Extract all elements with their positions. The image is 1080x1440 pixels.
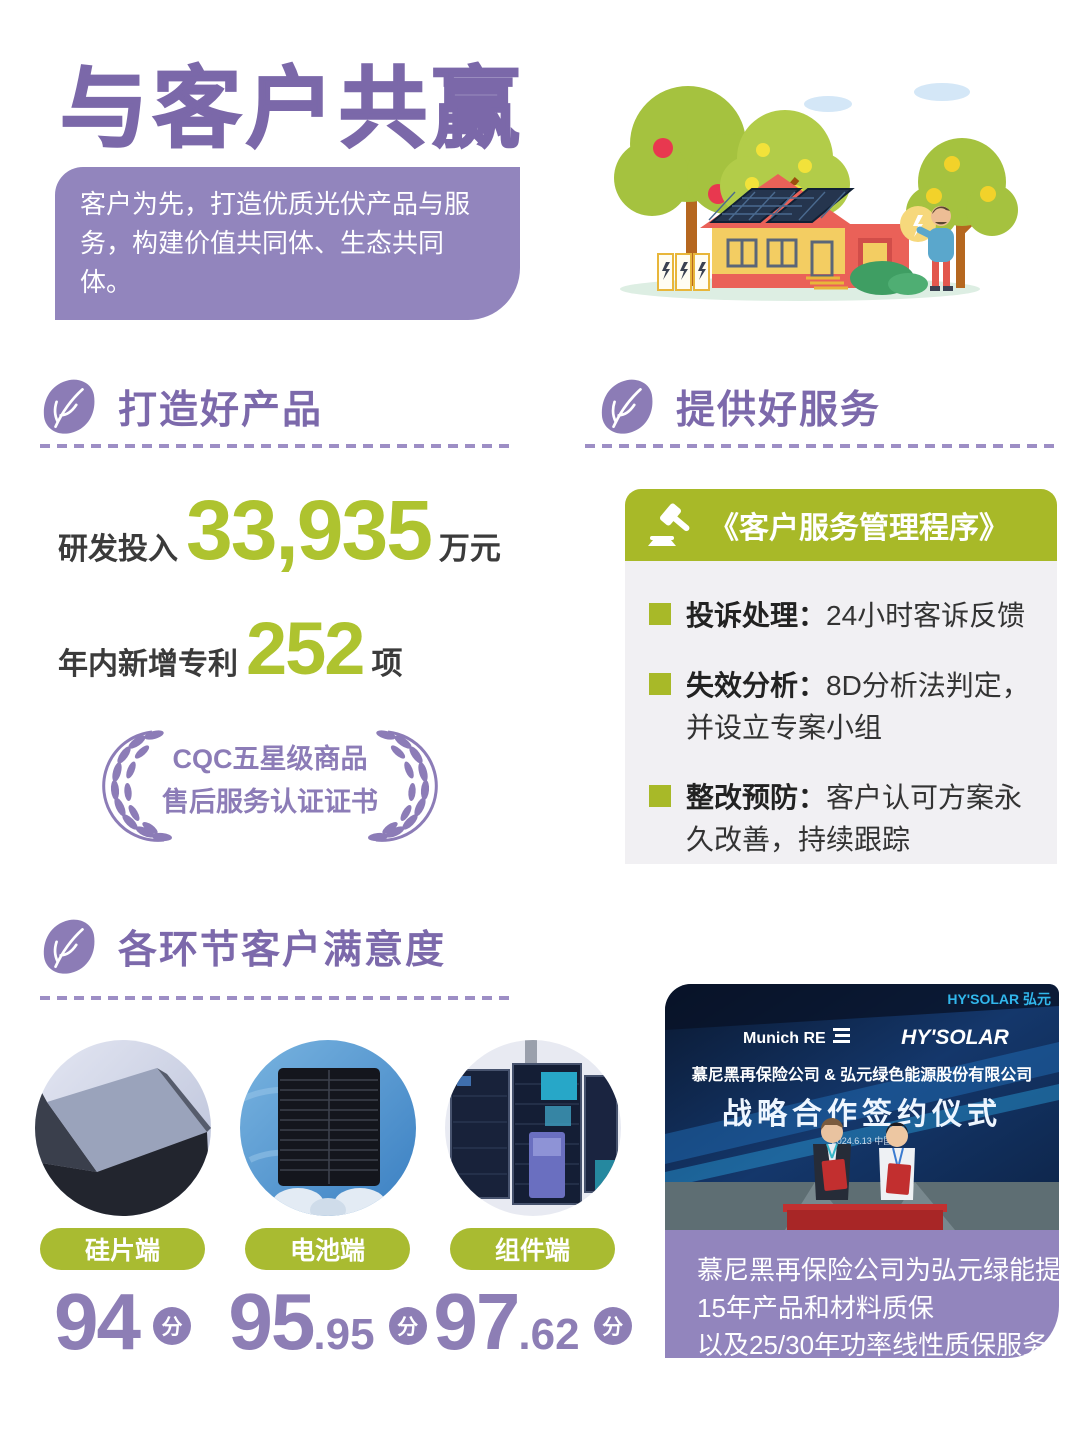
square-bullet-icon bbox=[649, 603, 671, 625]
service-panel-header: 《客户服务管理程序》 bbox=[625, 489, 1057, 561]
stat-value: 252 bbox=[246, 607, 365, 690]
score-value: 97 bbox=[433, 1277, 520, 1366]
service-item: 投诉处理：24小时客诉反馈 bbox=[649, 595, 1043, 637]
page-subtitle: 客户为先，打造优质光伏产品与服务，构建价值共同体、生态共同体。 bbox=[55, 167, 520, 320]
caption-line2: 15年产品和材料质保 bbox=[697, 1292, 934, 1323]
divider bbox=[40, 444, 512, 448]
stage-label-wafer: 硅片端 bbox=[40, 1228, 205, 1270]
service-item-desc: 24小时客诉反馈 bbox=[826, 600, 1026, 631]
corner-logo: HY'SOLAR 弘元 bbox=[947, 991, 1051, 1007]
leaf-icon bbox=[601, 379, 653, 434]
score-decimal: .62 bbox=[518, 1310, 580, 1359]
section-title: 提供好服务 bbox=[676, 389, 882, 432]
score-unit-badge: 分 bbox=[152, 1307, 191, 1345]
cell-photo bbox=[240, 1040, 416, 1216]
caption-line3: 以及25/30年功率线性质保服务 bbox=[697, 1330, 1049, 1361]
service-item: 失效分析：8D分析法判定，并设立专案小组 bbox=[649, 665, 1043, 749]
stat-unit: 万元 bbox=[438, 531, 501, 566]
stage-label-cell: 电池端 bbox=[245, 1228, 410, 1270]
section-service-header: 提供好服务 bbox=[598, 378, 881, 436]
wafer-photo bbox=[35, 1040, 211, 1216]
score-wafer: 94 分 bbox=[15, 1282, 230, 1362]
section-satisfaction-header: 各环节客户满意度 bbox=[40, 918, 446, 976]
stat-label: 研发投入 bbox=[58, 533, 178, 566]
stat-unit: 项 bbox=[371, 646, 403, 681]
hysolar-logo: HY'SOLAR bbox=[901, 1026, 1010, 1049]
leaf-icon bbox=[43, 919, 95, 974]
event-title: 战略合作签约仪式 bbox=[722, 1097, 1002, 1131]
service-item-desc: 客户认可方案永久改善，持续跟踪 bbox=[686, 782, 1023, 855]
pill-text: 电池端 bbox=[289, 1237, 365, 1265]
service-item-label: 投诉处理： bbox=[686, 600, 827, 631]
award-line2: 售后服务认证证书 bbox=[162, 787, 378, 818]
page-title: 与客户共赢 bbox=[59, 58, 526, 159]
partnership-caption: 慕尼黑再保险公司为弘元绿能提供 15年产品和材料质保 以及25/30年功率线性质… bbox=[665, 1230, 1080, 1360]
munich-re-logo: Munich RE bbox=[743, 1030, 826, 1047]
divider bbox=[585, 444, 1057, 448]
score-decimal: .95 bbox=[313, 1310, 375, 1359]
person-left bbox=[813, 1117, 851, 1200]
score-module: 97.62 分 bbox=[425, 1282, 640, 1362]
service-item-text: 整改预防：客户认可方案永久改善，持续跟踪 bbox=[686, 777, 1043, 861]
service-item-label: 失效分析： bbox=[686, 670, 827, 701]
score-unit-badge: 分 bbox=[388, 1307, 427, 1345]
award-text: CQC五星级商品 售后服务认证证书 bbox=[142, 738, 398, 824]
square-bullet-icon bbox=[649, 673, 671, 695]
person-right bbox=[879, 1122, 915, 1200]
service-item-label: 整改预防： bbox=[686, 782, 827, 813]
battery-icons bbox=[657, 253, 710, 291]
service-panel: 投诉处理：24小时客诉反馈 失效分析：8D分析法判定，并设立专案小组 整改预防：… bbox=[625, 561, 1057, 864]
stat-rnd-investment: 研发投入 33,935 万元 bbox=[58, 488, 501, 572]
service-item-desc: 8D分析法判定，并设立专案小组 bbox=[686, 670, 1030, 743]
section-title: 打造好产品 bbox=[118, 389, 324, 432]
stat-label: 年内新增专利 bbox=[58, 648, 238, 681]
section-products-header: 打造好产品 bbox=[40, 378, 323, 436]
stat-value: 33,935 bbox=[186, 483, 433, 577]
score-unit-badge: 分 bbox=[593, 1307, 632, 1345]
caption-line1: 慕尼黑再保险公司为弘元绿能提供 bbox=[697, 1255, 1080, 1285]
service-item-text: 失效分析：8D分析法判定，并设立专案小组 bbox=[686, 665, 1043, 749]
solar-home-illustration bbox=[614, 83, 1018, 301]
event-date: 2024.6.13 中国 bbox=[832, 1135, 893, 1146]
section-title: 各环节客户满意度 bbox=[118, 929, 447, 972]
stage-label-module: 组件端 bbox=[450, 1228, 615, 1270]
pill-text: 硅片端 bbox=[84, 1237, 160, 1265]
laurel-wreath-icon bbox=[102, 727, 438, 844]
award-wreath: CQC五星级商品 售后服务认证证书 bbox=[92, 720, 448, 860]
service-item: 整改预防：客户认可方案永久改善，持续跟踪 bbox=[649, 777, 1043, 861]
module-photo bbox=[445, 1040, 621, 1216]
service-item-text: 投诉处理：24小时客诉反馈 bbox=[686, 595, 1025, 637]
divider bbox=[40, 996, 512, 1000]
signing-ceremony-photo: HY'SOLAR 弘元 Munich RE HY'SOLAR 慕尼黑再保险公司 … bbox=[665, 984, 1059, 1230]
score-cell: 95.95 分 bbox=[220, 1282, 435, 1362]
leaf-icon bbox=[43, 379, 95, 434]
stat-new-patents: 年内新增专利 252 项 bbox=[58, 612, 402, 686]
score-value: 94 bbox=[54, 1277, 141, 1366]
pill-text: 组件端 bbox=[494, 1237, 570, 1265]
munich-re-lines-icon bbox=[833, 1028, 850, 1043]
square-bullet-icon bbox=[649, 785, 671, 807]
gavel-icon bbox=[648, 503, 690, 546]
person-with-bulb bbox=[900, 206, 954, 291]
award-line1: CQC五星级商品 bbox=[172, 744, 368, 774]
service-panel-title: 《客户服务管理程序》 bbox=[709, 512, 1009, 545]
companies-line: 慕尼黑再保险公司 & 弘元绿色能源股份有限公司 bbox=[691, 1065, 1032, 1084]
score-value: 95 bbox=[228, 1277, 315, 1366]
